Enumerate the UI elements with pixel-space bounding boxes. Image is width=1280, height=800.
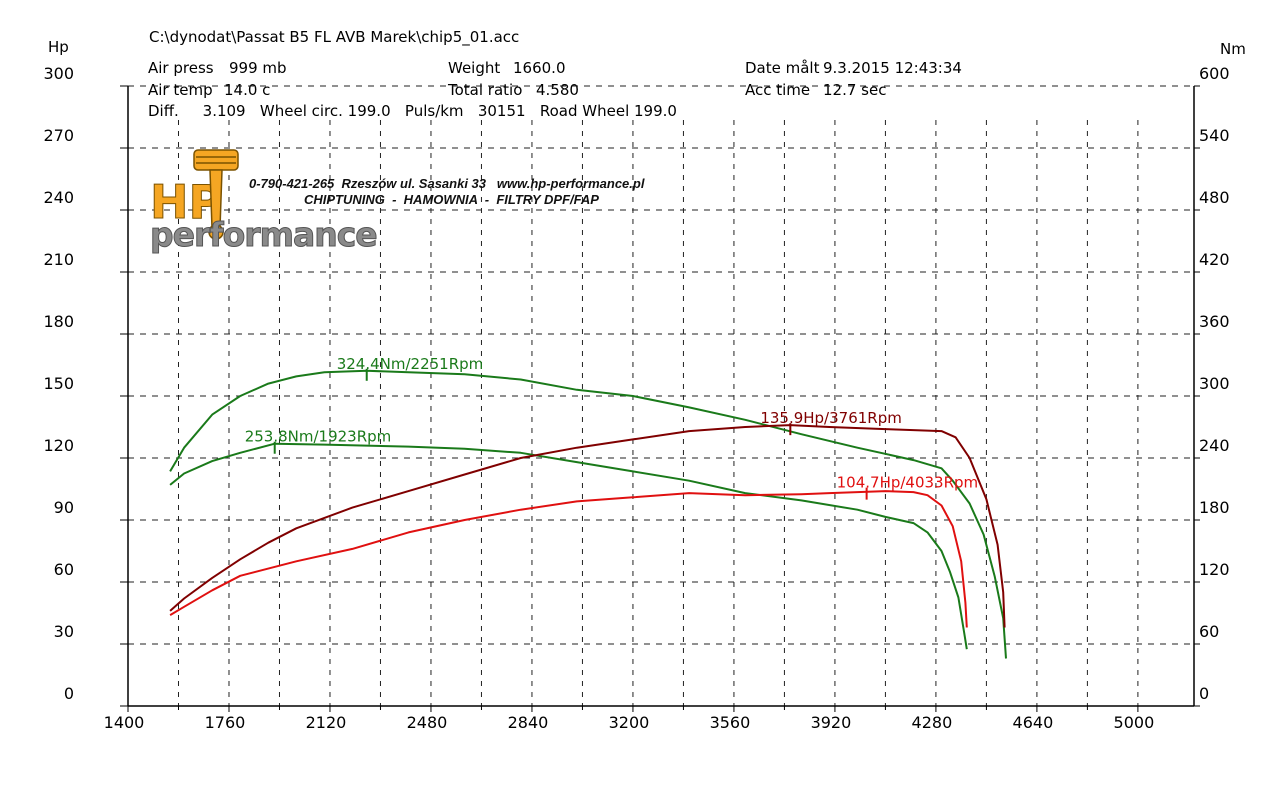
axes — [120, 85, 1200, 712]
x-tick-label: 3920 — [811, 713, 852, 732]
y-left-tick-label: 270 — [43, 126, 74, 145]
y-left-tick-label: 180 — [43, 312, 74, 331]
file-path: C:\dynodat\Passat B5 FL AVB Marek\chip5_… — [149, 28, 519, 47]
x-tick-label: 5000 — [1114, 713, 1155, 732]
x-tick-label: 1400 — [104, 713, 145, 732]
air-press-label: Air press — [148, 59, 214, 77]
x-tick-label: 2480 — [407, 713, 448, 732]
air-press-value: 999 mb — [229, 59, 287, 77]
y-left-tick-label: 300 — [43, 64, 74, 83]
series-line-1 — [169, 442, 968, 650]
date-value: 9.3.2015 12:43:34 — [823, 59, 962, 77]
hp-performance-logo: HP performance — [150, 149, 378, 255]
piston-icon — [193, 149, 239, 240]
y-right-tick-label: 120 — [1199, 560, 1230, 579]
y-right-tick-label: 240 — [1199, 436, 1230, 455]
y-right-tick-label: 360 — [1199, 312, 1230, 331]
peak-label: 135.9Hp/3761Rpm — [760, 409, 902, 427]
y-right-tick-label: 0 — [1199, 684, 1209, 703]
series-line-0 — [169, 369, 1007, 659]
series-line-2 — [169, 424, 1006, 628]
y-left-tick-label: 210 — [43, 250, 74, 269]
peak-labels: 324.4Nm/2251Rpm 253.8Nm/1923Rpm 135.9Hp/37… — [245, 355, 978, 492]
series-line-3 — [169, 490, 968, 628]
air-temp-label: Air temp — [148, 81, 213, 99]
y-left-tick-label: 30 — [54, 622, 74, 641]
peak-label: 324.4Nm/2251Rpm — [337, 355, 484, 373]
y-right-tick-label: 540 — [1199, 126, 1230, 145]
weight-value: 1660.0 — [513, 59, 566, 77]
x-tick-label: 1760 — [205, 713, 246, 732]
y-right-unit: Nm — [1220, 40, 1246, 58]
total-ratio-label: Total ratio — [447, 81, 522, 99]
data-series — [169, 368, 1007, 659]
y-right-tick-label: 480 — [1199, 188, 1230, 207]
logo-performance-text: performance — [150, 215, 377, 254]
x-tick-label: 2120 — [306, 713, 347, 732]
x-tick-label: 3560 — [710, 713, 751, 732]
acc-time-label: Acc time — [745, 81, 810, 99]
y-left-tick-label: 0 — [64, 684, 74, 703]
y-left-tick-label: 90 — [54, 498, 74, 517]
peak-label: 104.7Hp/4033Rpm — [837, 474, 979, 492]
air-temp-value: 14.0 c — [224, 81, 270, 99]
acc-time-value: 12.7 sec — [823, 81, 886, 99]
date-label: Date målt — [745, 59, 820, 77]
weight-label: Weight — [448, 59, 500, 77]
tick-labels: 0 0 30 60 60 120 90 180 120 240 150 300 180 360 210 420… — [43, 64, 1229, 732]
y-left-unit: Hp — [48, 38, 69, 56]
y-right-tick-label: 60 — [1199, 622, 1219, 641]
x-tick-label: 4280 — [912, 713, 953, 732]
grid-lines — [128, 85, 1194, 706]
y-left-tick-label: 150 — [43, 374, 74, 393]
y-right-tick-label: 300 — [1199, 374, 1230, 393]
y-right-tick-label: 600 — [1199, 64, 1230, 83]
x-tick-label: 2840 — [508, 713, 549, 732]
total-ratio-value: 4.580 — [536, 81, 579, 99]
peak-label: 253.8Nm/1923Rpm — [245, 428, 392, 446]
diff-line: Diff. 3.109 Wheel circ. 199.0 Puls/km 30… — [148, 102, 677, 120]
y-left-tick-label: 120 — [43, 436, 74, 455]
x-tick-label: 4640 — [1013, 713, 1054, 732]
y-left-tick-label: 60 — [54, 560, 74, 579]
contact-line-1: 0-790-421-265 Rzeszów ul. Sasanki 33 www… — [249, 176, 645, 191]
x-tick-label: 3200 — [609, 713, 650, 732]
y-left-tick-label: 240 — [43, 188, 74, 207]
y-right-tick-label: 180 — [1199, 498, 1230, 517]
contact-line-2: CHIPTUNING - HAMOWNIA - FILTRY DPF/FAP — [304, 192, 599, 207]
y-right-tick-label: 420 — [1199, 250, 1230, 269]
